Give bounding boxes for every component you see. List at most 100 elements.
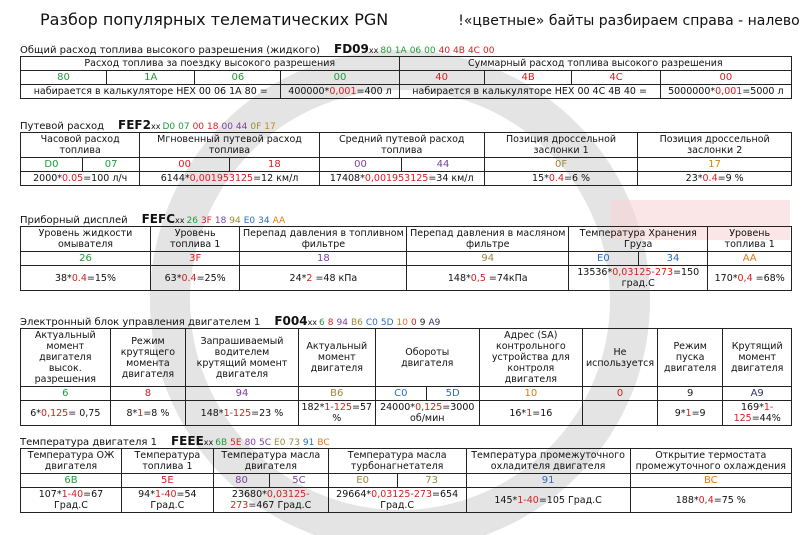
header-cell: Не используется: [582, 328, 658, 387]
formula-cell: 107*1-40=67 Град.С: [20, 487, 122, 513]
header-cell: Перепад давления в топливном фильтре: [239, 226, 408, 252]
byte-cell: 07: [81, 157, 141, 172]
section-heading: Температура двигателя 1 FEEExx 6B 5E 80 5C E0 7…: [20, 434, 792, 448]
formula-part: 1-40: [154, 489, 177, 500]
pgn: FEFC: [141, 212, 176, 226]
formula-cell: 9*1=9: [656, 400, 724, 426]
header-cell: Режим пуска двигателя: [656, 328, 724, 387]
pgn-table: Уровень жидкости омывателя Уровень топлив…: [20, 226, 792, 291]
byte-row: 26 3F 18 94 E0 34 AA: [20, 251, 792, 266]
byte-cell: E0: [327, 473, 398, 488]
formula-part: 23*: [685, 173, 703, 184]
heading-byte: 18: [214, 216, 227, 226]
header-row: Часовой расход топлива Мгновенный путевой…: [19, 132, 792, 158]
heading-byte: 34: [258, 216, 270, 226]
byte-cell: B6: [297, 386, 376, 401]
formula-part: =467 Град.С: [248, 500, 312, 511]
header-row: Актуальный момент двигателя высок. разре…: [20, 328, 792, 387]
byte-cell: 5D: [425, 386, 480, 401]
byte-cell: BC: [629, 473, 793, 488]
section: Общий расход топлива высокого разрешения…: [19, 42, 793, 99]
heading-byte: 06: [409, 46, 422, 56]
section-heading: Электронный блок управления двигателем 1…: [20, 314, 792, 328]
formula-cell: 188*0,4=75 %: [629, 487, 793, 513]
section-heading: Приборный дисплей FEFCxx 26 3F 18 94 E0 34 AA: [20, 212, 792, 226]
formula-part: 0,001: [715, 86, 743, 97]
formula-cell: 400000*0,001=400 л: [280, 84, 400, 99]
heading-byte: 1A: [394, 46, 407, 56]
formula-part: 16*: [509, 407, 527, 419]
pgn-table: Температура ОЖ двигателя Температура топл…: [20, 448, 793, 513]
formula-row: 2000*0.05=100 л/ч 6144*0,001953125=12 км/…: [19, 171, 792, 186]
formula-part: =44%: [751, 413, 781, 424]
formula-part: 0,001953125: [364, 173, 429, 184]
byte-cell: AA: [707, 251, 792, 266]
heading-byte: 07: [178, 122, 190, 132]
pgn: FEEE: [170, 434, 204, 448]
byte-cell: 44: [401, 157, 485, 172]
heading-byte: 6B: [215, 438, 228, 448]
header-cell: Актуальный момент двигателя высок. разре…: [20, 328, 111, 387]
byte-cell: 40: [398, 70, 485, 85]
heading-byte: 44: [235, 122, 248, 132]
heading-byte: 80: [244, 438, 257, 448]
byte-cell: 5E: [120, 473, 214, 488]
formula-part: 94*: [138, 489, 155, 500]
heading-byte: 40: [438, 46, 451, 56]
heading-byte: 00: [221, 122, 233, 132]
header-cell: Температура Хранения Груза: [568, 226, 709, 252]
header-cell: Крутящий момент двигателя: [722, 328, 792, 387]
formula-part: =654 Град.С: [380, 489, 459, 511]
title-text: Разбор популярных телематических PGN: [40, 10, 389, 29]
header-cell: Часовой расход топлива: [19, 132, 141, 158]
section-heading: Путевой расход FEF2xx D0 07 00 18 00 44 0F 17: [20, 118, 792, 132]
byte-cell: 6B: [20, 473, 122, 488]
pgn-xx: xx: [150, 122, 161, 131]
formula-part: 1: [137, 407, 144, 419]
formula-cell: набирается в калькуляторе HEX 00 4C 4B 4…: [398, 84, 661, 99]
formula-cell: 145*1-40=105 Град.С: [465, 487, 631, 513]
heading-byte: 5D: [380, 318, 394, 328]
formula-part: 0,125: [415, 402, 443, 413]
header-cell: Температура масла турбонагнетателя: [327, 448, 467, 474]
formula-part: =12 км/л: [253, 173, 299, 184]
formula-part: 1-125: [223, 407, 252, 419]
section: Приборный дисплей FEFCxx 26 3F 18 94 E0 34 AA Уро…: [20, 212, 792, 291]
formula-part: 169*: [741, 402, 764, 413]
heading-byte: 0F: [250, 122, 262, 132]
heading-byte: 73: [288, 438, 300, 448]
formula-cell: 182*1-125=57 %: [297, 400, 376, 426]
formula-part: 1-40: [61, 489, 84, 500]
heading-byte: 9: [419, 318, 426, 328]
heading-byte: 00: [192, 122, 205, 132]
byte-cell: 00: [659, 70, 793, 85]
heading-byte: 3F: [200, 216, 212, 226]
heading-byte: 5E: [230, 438, 242, 448]
formula-cell: 148*0,5 =74кПа: [406, 265, 570, 291]
header-cell: Суммарный расход топлива высокого разреш…: [398, 56, 793, 71]
formula-part: 63*: [164, 272, 182, 284]
byte-cell: 06: [194, 70, 282, 85]
formula-part: 1-125: [324, 402, 352, 413]
formula-part: 23680*: [231, 489, 267, 500]
formula-part: 38*: [54, 272, 72, 284]
header-cell: Актуальный момент двигателя: [297, 328, 376, 387]
formula-part: 15*: [532, 173, 549, 184]
formula-part: 0,03125-273: [230, 489, 310, 511]
formula-row: 107*1-40=67 Град.С 94*1-40=54 Град.С 23680…: [20, 487, 793, 513]
formula-part: 0,125: [41, 407, 69, 419]
formula-part: =25%: [196, 272, 226, 284]
byte-cell: 4B: [483, 70, 573, 85]
section: Температура двигателя 1 FEEExx 6B 5E 80 5C E0 7…: [20, 434, 793, 513]
formula-part: =54 Град.С: [150, 489, 197, 511]
header-cell: Температура масла двигателя: [212, 448, 329, 474]
heading-text: Температура двигателя 1: [20, 437, 157, 448]
heading-text: Общий расход топлива высокого разрешения…: [20, 45, 321, 56]
formula-cell: 23*0.4=9 %: [637, 171, 792, 186]
formula-part: =15%: [86, 272, 116, 284]
byte-cell: 00: [139, 157, 230, 172]
byte-cell: C0: [374, 386, 427, 401]
pgn-table: Расход топлива за поездку высокого разре…: [19, 56, 793, 99]
formula-cell: 24000*0,125=3000 об/мин: [374, 400, 480, 426]
